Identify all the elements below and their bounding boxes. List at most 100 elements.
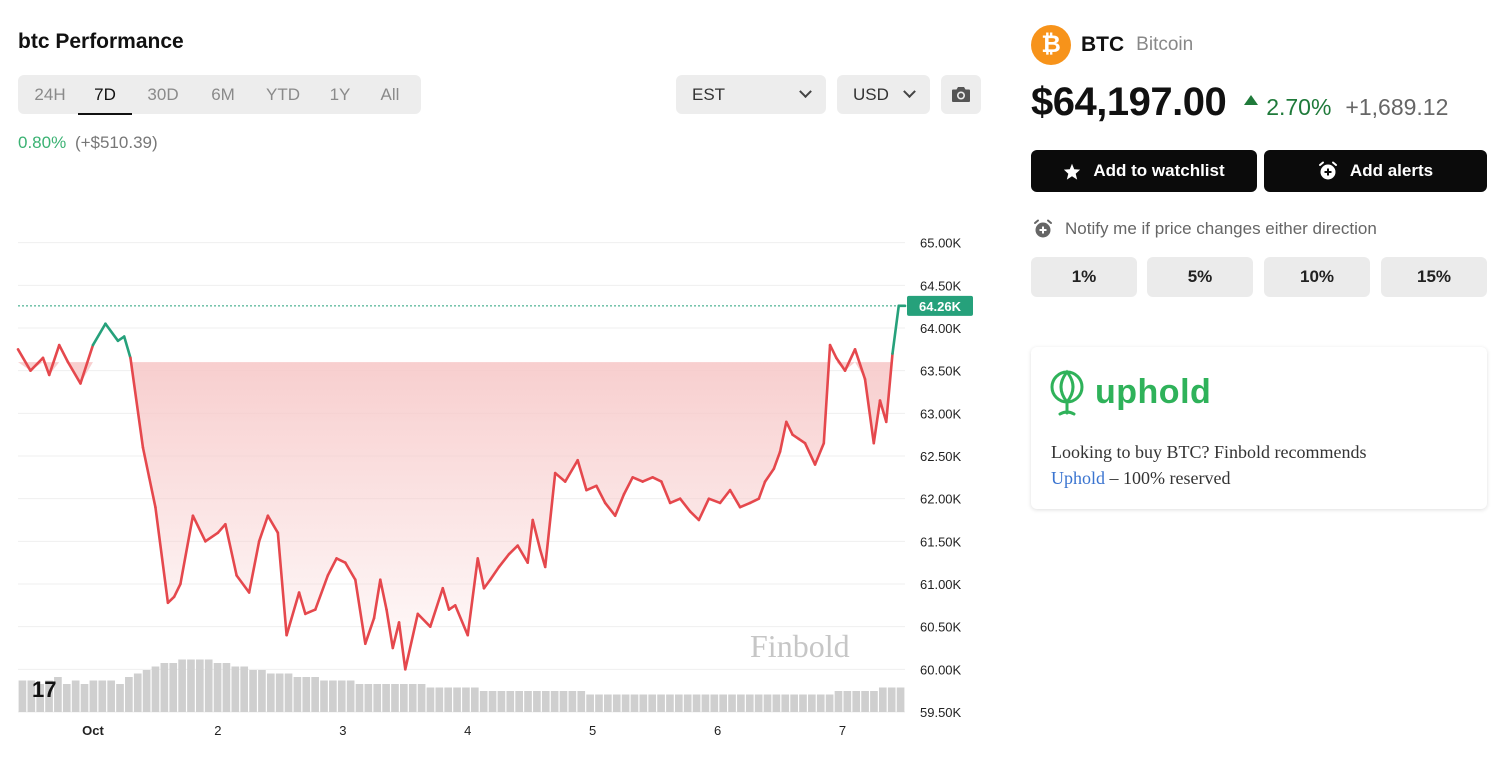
price-line-segment [122, 335, 132, 360]
timezone-select[interactable]: EST [676, 75, 826, 114]
volume-bar [728, 694, 736, 712]
volume-bar [719, 694, 727, 712]
uphold-link[interactable]: Uphold [1051, 468, 1105, 488]
volume-bar [116, 684, 124, 712]
promo-line-2: Uphold – 100% reserved [1051, 465, 1366, 491]
currency-value: USD [853, 84, 889, 104]
volume-bar [178, 659, 186, 712]
alert-10-percent-button[interactable]: 10% [1264, 257, 1370, 297]
y-tick-label: 63.00K [920, 406, 962, 421]
bitcoin-logo-icon: ₿ [1031, 25, 1071, 65]
tab-1y[interactable]: 1Y [329, 84, 351, 104]
up-arrow-icon [1244, 95, 1259, 105]
price-line-segment [641, 476, 654, 483]
alert-5-percent-button[interactable]: 5% [1147, 257, 1253, 297]
price-line-segment [104, 322, 120, 343]
price-line-segment [688, 510, 701, 522]
volume-bar [621, 694, 630, 712]
uphold-promo-card[interactable]: uphold Looking to buy BTC? Finbold recom… [1031, 347, 1487, 509]
price-line-segment [216, 522, 227, 535]
volume-bar [701, 694, 710, 712]
coin-header: ₿ BTC Bitcoin [1031, 25, 1193, 65]
alert-1-percent-button[interactable]: 1% [1031, 257, 1137, 297]
price-line-segment [516, 544, 530, 564]
add-alerts-button[interactable]: Add alerts [1264, 150, 1487, 192]
price-line-segment [553, 471, 567, 483]
volume-bar [861, 691, 869, 712]
page-title: btc Performance [18, 30, 184, 53]
current-price: $64,197.00 [1031, 80, 1227, 124]
y-tick-label: 60.50K [920, 620, 962, 635]
volume-bar [674, 694, 683, 712]
uphold-brand: uphold [1095, 372, 1212, 411]
volume-bar [479, 691, 488, 712]
volume-bar [612, 694, 621, 712]
volume-bar [816, 694, 825, 712]
volume-bar [870, 691, 878, 712]
volume-bar [142, 670, 151, 712]
volume-bar [417, 684, 426, 712]
star-icon [1063, 163, 1081, 180]
price-line-segment [543, 471, 557, 569]
tab-all[interactable]: All [380, 84, 400, 104]
volume-bar [337, 680, 346, 712]
volume-bar [36, 684, 45, 712]
price-line-segment [488, 565, 501, 582]
price-line-segment [16, 348, 32, 372]
y-tick-label: 60.00K [920, 662, 962, 677]
volume-bar [559, 691, 568, 712]
price-line-segment [507, 544, 520, 556]
volume-bar [400, 684, 408, 712]
volume-bar [408, 684, 417, 712]
price-line-segment [526, 518, 535, 564]
camera-icon [952, 87, 970, 102]
price-chart[interactable]: 65.00K 64.50K 64.00K 63.50K 63.00K 62.50K 62.0… [0, 180, 990, 750]
volume-bar [284, 673, 293, 712]
price-change-pct: 2.70% [1266, 94, 1332, 120]
volume-bar [595, 694, 603, 712]
volume-bar [426, 687, 435, 712]
chevron-down-icon [903, 85, 916, 99]
price-line-segment [364, 616, 376, 646]
price-line-segment [397, 621, 407, 671]
price-line-segment [757, 480, 767, 500]
volume-bar [213, 663, 222, 712]
screenshot-button[interactable] [941, 75, 981, 114]
performance-summary: 0.80% (+$510.39) [18, 133, 158, 153]
price-line-segment [576, 458, 588, 492]
price-line-segment [247, 540, 261, 594]
notify-text: Notify me if price changes either direct… [1065, 219, 1377, 238]
tab-7d[interactable]: 7D [78, 75, 132, 115]
tab-24h[interactable]: 24H [34, 84, 66, 104]
price-line-segment [738, 501, 752, 509]
price-line-segment [728, 488, 742, 509]
add-to-watchlist-button[interactable]: Add to watchlist [1031, 150, 1257, 192]
currency-select[interactable]: USD [837, 75, 930, 114]
price-line-segment [166, 595, 176, 605]
price-line-segment [257, 514, 270, 543]
tab-6m[interactable]: 6M [211, 84, 235, 104]
volume-bar [373, 684, 382, 712]
volume-bar [878, 687, 887, 712]
volume-bar [887, 687, 896, 712]
price-line-segment [772, 450, 782, 471]
price-line-segment [372, 578, 382, 620]
volume-bar [444, 687, 453, 712]
volume-bar [27, 680, 36, 712]
tab-ytd[interactable]: YTD [266, 84, 300, 104]
volume-bar [506, 691, 515, 712]
range-tabs: 24H 7D 30D 6M YTD 1Y All [18, 75, 421, 115]
volume-bar [240, 666, 249, 712]
alert-15-percent-button[interactable]: 15% [1381, 257, 1487, 297]
price-line-segment [707, 497, 722, 505]
price-line-segment [266, 514, 280, 535]
price-line-segment [613, 493, 626, 518]
volume-bar [302, 677, 311, 712]
tab-30d[interactable]: 30D [147, 84, 179, 104]
volume-bar [834, 691, 843, 712]
volume-bar [196, 659, 204, 712]
volume-bar [692, 694, 701, 712]
volume-bar [98, 680, 107, 712]
price-line-segment [378, 578, 388, 611]
price-line-segment [391, 621, 401, 650]
